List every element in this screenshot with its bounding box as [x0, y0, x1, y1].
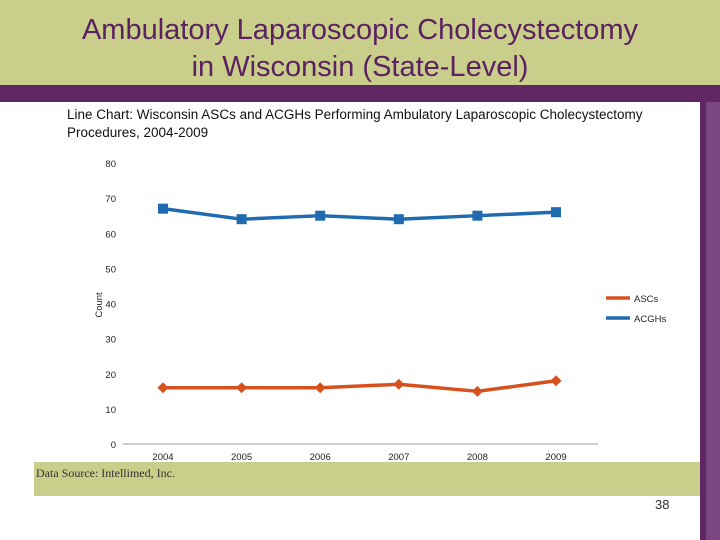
x-axis-ticks: 2004 2005 2006 2007 2008 2009: [152, 452, 566, 463]
data-point-ascs: [550, 375, 562, 387]
page-number: 38: [655, 497, 670, 512]
x-tick-label: 2005: [231, 452, 252, 463]
series-group: [157, 203, 562, 397]
y-tick-label: 80: [105, 159, 116, 170]
data-point-acghs: [551, 207, 561, 218]
y-tick-label: 30: [105, 335, 116, 346]
y-tick-label: 10: [105, 405, 116, 416]
x-tick-label: 2007: [388, 452, 409, 463]
y-tick-label: 50: [105, 264, 116, 275]
y-tick-label: 20: [105, 370, 116, 381]
y-tick-label: 70: [105, 194, 116, 205]
data-point-acghs: [393, 214, 404, 225]
accent-bar: [0, 85, 720, 102]
x-tick-label: 2006: [310, 452, 331, 463]
data-point-acghs: [236, 214, 247, 225]
data-point-acghs: [158, 203, 168, 214]
chart-title: Line Chart: Wisconsin ASCs and ACGHs Per…: [67, 107, 643, 140]
data-source: Data Source: Intellimed, Inc.: [36, 466, 175, 480]
x-tick-label: 2004: [152, 452, 173, 463]
y-axis-ticks: 0 10 20 30 40 50 60 70 80: [105, 159, 116, 451]
slide-title-line-1: Ambulatory Laparoscopic Cholecystectomy: [81, 14, 639, 46]
data-point-ascs: [157, 382, 169, 394]
y-axis-label: Count: [94, 292, 105, 318]
data-point-acghs: [315, 210, 326, 221]
y-tick-label: 40: [105, 300, 116, 311]
data-point-acghs: [472, 210, 483, 221]
x-tick-label: 2009: [545, 452, 566, 463]
slide-title-line-2: in Wisconsin (State-Level): [191, 51, 529, 83]
y-tick-label: 60: [105, 229, 116, 240]
series-line-acghs: [162, 206, 557, 221]
y-tick-label: 0: [111, 440, 116, 451]
legend: ASCs ACGHs: [606, 294, 666, 325]
title-band: [0, 0, 720, 85]
right-accent-strip-inner: [706, 102, 720, 540]
data-point-ascs: [471, 385, 483, 397]
series-line-ascs: [163, 379, 557, 394]
legend-label-ascs: ASCs: [634, 294, 659, 305]
legend-label-acghs: ACGHs: [634, 314, 666, 325]
data-point-ascs: [236, 382, 248, 394]
x-tick-label: 2008: [467, 452, 488, 463]
data-point-ascs: [393, 378, 405, 390]
footer-band: [34, 462, 700, 496]
data-point-ascs: [314, 382, 326, 394]
